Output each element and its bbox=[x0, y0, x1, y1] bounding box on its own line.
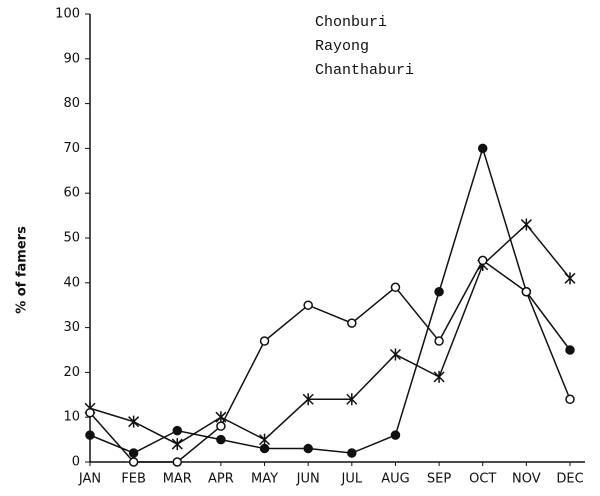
y-tick-label: 100 bbox=[55, 7, 80, 22]
marker bbox=[389, 348, 401, 361]
x-tick-label: AUG bbox=[381, 472, 409, 487]
series-line bbox=[89, 145, 571, 454]
x-tick-label: NOV bbox=[512, 472, 541, 487]
marker bbox=[171, 438, 183, 451]
x-tick-label: OCT bbox=[469, 472, 496, 487]
marker bbox=[172, 457, 183, 467]
marker bbox=[215, 411, 227, 424]
x-tick-label: JUN bbox=[296, 472, 320, 487]
y-tick-label: 60 bbox=[63, 186, 80, 201]
marker bbox=[390, 430, 401, 440]
legend-label: Chonburi bbox=[315, 14, 387, 31]
marker bbox=[521, 287, 532, 297]
marker bbox=[259, 443, 270, 454]
marker bbox=[302, 393, 314, 406]
x-tick-label: DEC bbox=[556, 472, 583, 487]
marker bbox=[85, 430, 95, 440]
marker bbox=[128, 457, 139, 467]
marker bbox=[259, 336, 270, 346]
marker bbox=[520, 218, 532, 231]
marker bbox=[434, 336, 444, 346]
marker bbox=[303, 443, 313, 454]
marker bbox=[347, 448, 357, 458]
marker bbox=[477, 255, 488, 266]
y-axis-label: % of famers bbox=[15, 226, 30, 314]
x-tick-label: MAY bbox=[251, 472, 278, 487]
x-tick-label: JUL bbox=[341, 472, 363, 487]
marker bbox=[477, 143, 488, 154]
x-tick-label: SEP bbox=[427, 472, 451, 487]
x-tick-label: MAR bbox=[163, 472, 192, 487]
marker bbox=[128, 415, 140, 428]
y-tick-label: 10 bbox=[63, 410, 80, 425]
marker bbox=[390, 282, 401, 293]
x-tick-label: APR bbox=[208, 472, 234, 487]
marker bbox=[259, 433, 271, 446]
marker bbox=[85, 407, 95, 418]
y-tick-label: 20 bbox=[63, 365, 80, 380]
y-tick-label: 0 bbox=[72, 455, 80, 470]
marker bbox=[565, 394, 575, 405]
marker bbox=[303, 300, 313, 310]
marker bbox=[564, 272, 576, 285]
legend-label: Rayong bbox=[315, 38, 369, 55]
marker bbox=[172, 425, 183, 436]
y-tick-label: 50 bbox=[63, 231, 80, 246]
x-tick-label: FEB bbox=[121, 472, 146, 487]
x-tick-label: JAN bbox=[78, 472, 101, 487]
marker bbox=[216, 434, 226, 445]
marker bbox=[128, 448, 139, 458]
marker bbox=[346, 393, 358, 406]
marker bbox=[347, 318, 357, 328]
series-line bbox=[89, 259, 571, 463]
y-tick-label: 30 bbox=[63, 320, 80, 335]
y-tick-label: 70 bbox=[63, 141, 80, 156]
marker bbox=[216, 421, 226, 431]
y-tick-label: 80 bbox=[63, 96, 80, 111]
series-line bbox=[89, 223, 571, 445]
y-tick-label: 40 bbox=[63, 275, 80, 290]
marker bbox=[565, 345, 575, 355]
y-tick-label: 90 bbox=[63, 51, 80, 66]
marker bbox=[433, 370, 445, 383]
legend-label: Chanthaburi bbox=[315, 62, 414, 79]
marker bbox=[434, 287, 444, 297]
